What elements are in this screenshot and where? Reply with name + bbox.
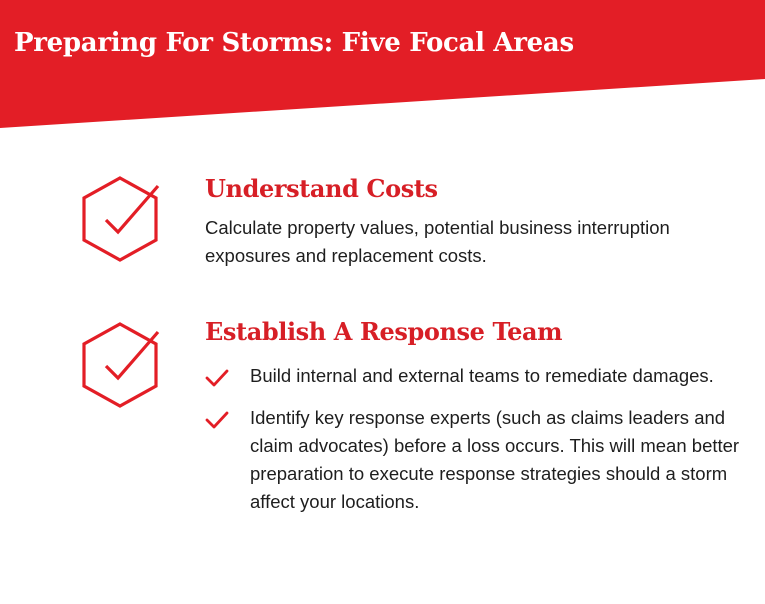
page-title: Preparing For Storms: Five Focal Areas <box>14 28 574 58</box>
section-heading: Understand Costs <box>205 174 438 203</box>
hexagon-check-icon <box>82 176 160 262</box>
list-item: Identify key response experts (such as c… <box>205 404 745 516</box>
list-item: Build internal and external teams to rem… <box>205 362 745 390</box>
checkmark-icon <box>205 369 229 387</box>
hexagon-check-icon <box>82 322 160 408</box>
header-background <box>0 0 765 128</box>
section-heading: Establish A Response Team <box>205 317 563 346</box>
header-banner: Preparing For Storms: Five Focal Areas <box>0 0 765 130</box>
section-body: Calculate property values, potential bus… <box>205 217 670 266</box>
checkmark-icon <box>205 411 229 429</box>
bullet-text: Build internal and external teams to rem… <box>250 365 714 386</box>
bullet-list: Build internal and external teams to rem… <box>205 362 745 516</box>
bullet-text: Identify key response experts (such as c… <box>250 407 740 512</box>
